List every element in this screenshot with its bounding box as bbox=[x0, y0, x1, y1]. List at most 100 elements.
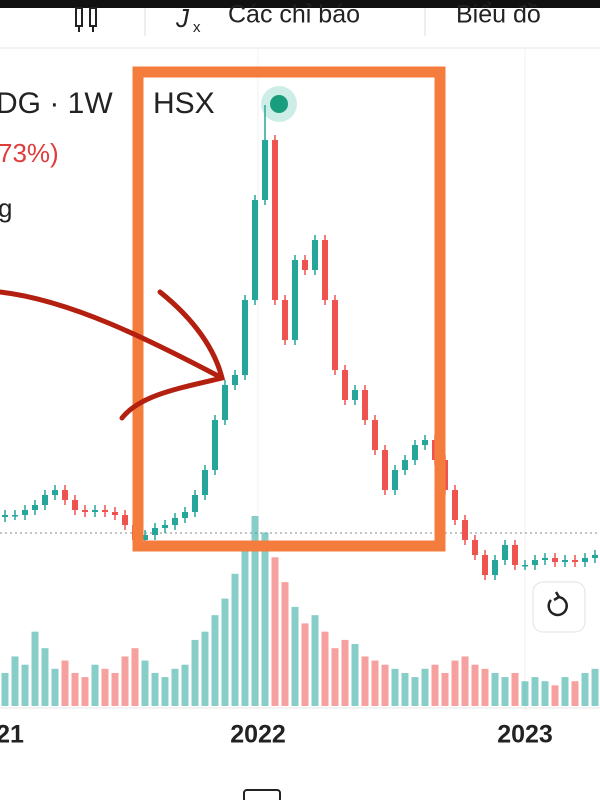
candle-body bbox=[562, 560, 568, 562]
volume-bar bbox=[401, 672, 409, 706]
candle-body bbox=[12, 515, 18, 517]
volume-bar bbox=[151, 672, 159, 706]
top-bar bbox=[0, 0, 600, 8]
volume-bar bbox=[581, 672, 589, 706]
volume-bar bbox=[321, 631, 329, 706]
candle-body bbox=[202, 470, 208, 495]
fx-icon-x: x bbox=[193, 19, 201, 36]
candle-body bbox=[502, 545, 508, 560]
volume-bar bbox=[461, 656, 469, 706]
volume-bar bbox=[311, 615, 319, 706]
volume-bar bbox=[301, 623, 309, 706]
volume-bar bbox=[171, 668, 179, 706]
candle-body bbox=[342, 370, 348, 400]
volume-bar bbox=[371, 660, 379, 706]
candle-icon[interactable] bbox=[75, 7, 97, 32]
symbol: DG · 1W bbox=[0, 87, 113, 120]
volume-bar bbox=[441, 672, 449, 706]
volume-bar bbox=[341, 639, 349, 706]
volume-bar bbox=[211, 615, 219, 706]
volume-bar bbox=[41, 648, 49, 706]
candle-body bbox=[452, 490, 458, 520]
volume-bar bbox=[501, 677, 509, 706]
candle-body bbox=[282, 300, 288, 340]
candle-body bbox=[412, 445, 418, 460]
volume-bar bbox=[21, 664, 29, 706]
candle-body bbox=[472, 540, 478, 555]
volume-bar bbox=[221, 598, 229, 706]
candle-body bbox=[52, 490, 58, 495]
volume-bar bbox=[521, 681, 529, 706]
candle-body bbox=[32, 505, 38, 510]
header-line: g bbox=[0, 193, 12, 223]
candle-body bbox=[462, 520, 468, 540]
candle-body bbox=[242, 300, 248, 375]
x-tick-label: 21 bbox=[0, 721, 24, 749]
volume-bar bbox=[451, 660, 459, 706]
volume-bar bbox=[591, 668, 599, 706]
candle-body bbox=[162, 525, 168, 528]
candle-body bbox=[372, 420, 378, 450]
volume-bar bbox=[291, 606, 299, 706]
candle-body bbox=[212, 420, 218, 470]
volume-bar bbox=[331, 648, 339, 706]
volume-bar bbox=[201, 631, 209, 706]
candle-body bbox=[222, 385, 228, 420]
candle-body bbox=[312, 240, 318, 270]
candle-body bbox=[252, 200, 258, 300]
volume-bar bbox=[261, 532, 269, 706]
volume-bar bbox=[141, 660, 149, 706]
calendar-icon[interactable] bbox=[243, 789, 281, 800]
volume-bar bbox=[361, 656, 369, 706]
indicators-button[interactable]: Các chỉ báo bbox=[228, 1, 360, 29]
reset-icon bbox=[547, 591, 568, 617]
volume-bar bbox=[251, 516, 259, 706]
annotation-arrow bbox=[0, 289, 226, 421]
fx-icon[interactable]: J bbox=[175, 3, 190, 33]
candle-body bbox=[72, 500, 78, 510]
candle-body bbox=[552, 558, 558, 562]
volume-bar bbox=[31, 631, 39, 706]
volume-bar bbox=[181, 664, 189, 706]
candle-body bbox=[22, 510, 28, 515]
candle-body bbox=[262, 140, 268, 200]
reset-button[interactable] bbox=[532, 581, 586, 633]
volume-bar bbox=[281, 582, 289, 706]
volume-bar bbox=[11, 656, 19, 706]
candle-body bbox=[512, 545, 518, 565]
volume-bar bbox=[71, 672, 79, 706]
highlight-box bbox=[132, 66, 446, 552]
candle-body bbox=[172, 518, 178, 525]
candle-body bbox=[62, 490, 68, 500]
volume-bar bbox=[191, 639, 199, 706]
candle-body bbox=[322, 240, 328, 300]
volume-bar bbox=[531, 677, 539, 706]
volume-bar bbox=[81, 677, 89, 706]
volume-bar bbox=[511, 672, 519, 706]
volume-bar bbox=[241, 540, 249, 706]
volume-bar bbox=[51, 668, 59, 706]
candle-body bbox=[332, 300, 338, 370]
volume-bar bbox=[471, 664, 479, 706]
candle-body bbox=[182, 512, 188, 518]
candle-body bbox=[392, 470, 398, 490]
volume-bar bbox=[431, 664, 439, 706]
candle-body bbox=[92, 510, 98, 512]
price-change: 73%) bbox=[0, 138, 59, 168]
candle-body bbox=[112, 512, 118, 515]
volume-bar bbox=[391, 668, 399, 706]
volume-bar bbox=[561, 677, 569, 706]
candle-body bbox=[382, 450, 388, 490]
chart-menu-button[interactable]: Biểu đồ bbox=[456, 1, 541, 29]
volume-bar bbox=[481, 668, 489, 706]
candle-body bbox=[82, 510, 88, 512]
volume-bar bbox=[491, 672, 499, 706]
volume-bar bbox=[541, 681, 549, 706]
volume-bar bbox=[161, 677, 169, 706]
volume-bar bbox=[551, 685, 559, 706]
candle-body bbox=[102, 510, 108, 512]
volume-bar bbox=[1, 672, 9, 706]
volume-bar bbox=[91, 664, 99, 706]
